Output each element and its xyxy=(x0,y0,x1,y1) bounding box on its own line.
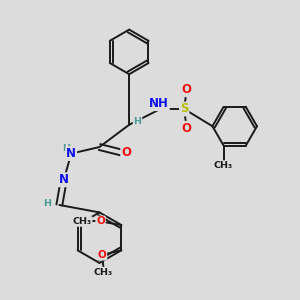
Text: O: O xyxy=(121,146,131,159)
Text: H: H xyxy=(44,199,52,208)
Text: N: N xyxy=(59,173,69,186)
Text: O: O xyxy=(182,122,192,135)
Text: O: O xyxy=(98,250,106,260)
Text: H: H xyxy=(62,144,70,153)
Text: CH₃: CH₃ xyxy=(73,217,92,226)
Text: CH₃: CH₃ xyxy=(94,268,113,277)
Text: O: O xyxy=(96,217,105,226)
Text: H: H xyxy=(134,117,142,126)
Text: N: N xyxy=(66,147,76,160)
Text: CH₃: CH₃ xyxy=(214,161,233,170)
Text: O: O xyxy=(182,83,192,96)
Text: NH: NH xyxy=(149,97,169,110)
Text: S: S xyxy=(180,103,188,116)
